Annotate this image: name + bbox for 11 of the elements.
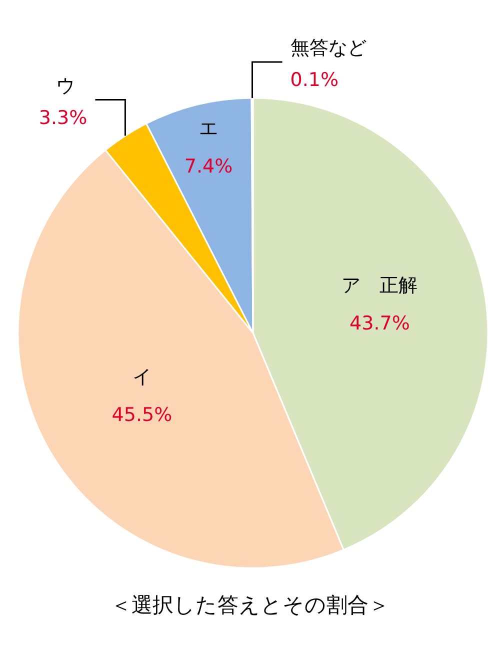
data-label: 45.5% xyxy=(112,404,172,426)
slice-label: ア 正解 xyxy=(342,274,418,297)
slice-label: エ xyxy=(199,117,218,140)
data-label: 43.7% xyxy=(350,312,410,335)
slice-label: ウ xyxy=(56,74,76,97)
data-label: 7.4% xyxy=(184,155,233,178)
data-label: 3.3% xyxy=(38,106,88,129)
slice-label: 無答など xyxy=(290,37,366,59)
text: ＜選択した答えとその割合＞ xyxy=(110,593,390,617)
data-label: 0.1% xyxy=(290,69,339,91)
slice-label: イ xyxy=(132,366,152,388)
